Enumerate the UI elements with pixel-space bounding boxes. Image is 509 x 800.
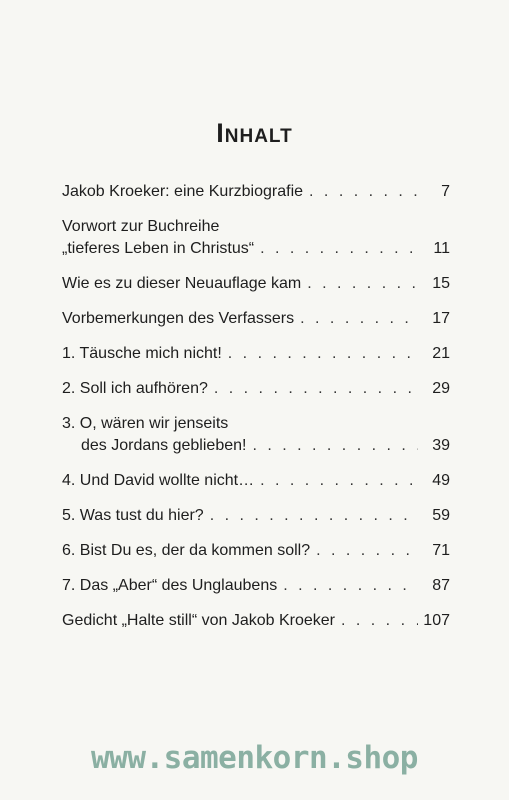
toc-page-number: 87 <box>432 577 450 594</box>
toc-entry-title: 4. Und David wollte nicht… <box>62 472 255 489</box>
toc-entry-title: Wie es zu dieser Neuauflage kam <box>62 275 302 292</box>
toc-page-number: 59 <box>432 507 450 524</box>
toc-entry-title: 5. Was tust du hier? <box>62 507 204 524</box>
dot-leader <box>228 343 418 365</box>
dot-leader <box>341 610 418 632</box>
toc-page-number: 39 <box>432 437 450 454</box>
toc-entry-title: Gedicht „Halte still“ von Jakob Kroeker <box>62 612 335 629</box>
toc-entry-title-continued: des Jordans geblieben! <box>81 437 247 454</box>
toc-entry: 4. Und David wollte nicht… 49 <box>62 470 450 492</box>
toc-entry-title: 3. O, wären wir jenseits <box>62 415 229 432</box>
toc-entry: 7. Das „Aber“ des Unglaubens 87 <box>62 575 450 597</box>
toc-entry-title: 1. Täusche mich nicht! <box>62 345 222 362</box>
dot-leader <box>316 540 418 562</box>
toc-page-number: 7 <box>441 183 450 200</box>
toc-entry-title: Vorbemerkungen des Verfassers <box>62 310 295 327</box>
dot-leader <box>252 435 418 457</box>
toc-entry-title: 2. Soll ich aufhören? <box>62 380 208 397</box>
dot-leader <box>260 470 418 492</box>
toc-entry: Vorwort zur Buchreihe „tieferes Leben in… <box>62 216 450 260</box>
table-of-contents: Jakob Kroeker: eine Kurzbiografie 7 Vorw… <box>62 181 450 645</box>
toc-page-number: 29 <box>432 380 450 397</box>
toc-page-number: 21 <box>432 345 450 362</box>
dot-leader <box>214 378 418 400</box>
toc-entry: 3. O, wären wir jenseits des Jordans geb… <box>62 413 450 457</box>
dot-leader <box>260 238 418 260</box>
toc-entry: Wie es zu dieser Neuauflage kam 15 <box>62 273 450 295</box>
toc-title: Inhalt <box>216 118 293 148</box>
toc-page-number: 15 <box>432 275 450 292</box>
toc-entry: 1. Täusche mich nicht! 21 <box>62 343 450 365</box>
dot-leader <box>307 273 418 295</box>
toc-entry: 5. Was tust du hier? 59 <box>62 505 450 527</box>
toc-entry-title: 6. Bist Du es, der da kommen soll? <box>62 542 311 559</box>
toc-entry-title: 7. Das „Aber“ des Unglaubens <box>62 577 278 594</box>
toc-entry: 2. Soll ich aufhören? 29 <box>62 378 450 400</box>
dot-leader <box>309 181 418 203</box>
toc-page-number: 11 <box>433 240 450 257</box>
toc-page-number: 107 <box>423 612 450 629</box>
toc-page-number: 71 <box>432 542 450 559</box>
website-watermark: www.samenkorn.shop <box>91 740 418 776</box>
toc-page-number: 17 <box>432 310 450 327</box>
toc-entry: Jakob Kroeker: eine Kurzbiografie 7 <box>62 181 450 203</box>
toc-entry-title-continued: „tieferes Leben in Christus“ <box>62 240 255 257</box>
toc-entry-title: Vorwort zur Buchreihe <box>62 218 220 235</box>
toc-entry: Gedicht „Halte still“ von Jakob Kroeker … <box>62 610 450 632</box>
dot-leader <box>300 308 418 330</box>
toc-page-number: 49 <box>432 472 450 489</box>
dot-leader <box>210 505 418 527</box>
toc-entry: Vorbemerkungen des Verfassers 17 <box>62 308 450 330</box>
dot-leader <box>283 575 418 597</box>
toc-entry: 6. Bist Du es, der da kommen soll? 71 <box>62 540 450 562</box>
toc-entry-title: Jakob Kroeker: eine Kurzbiografie <box>62 183 304 200</box>
